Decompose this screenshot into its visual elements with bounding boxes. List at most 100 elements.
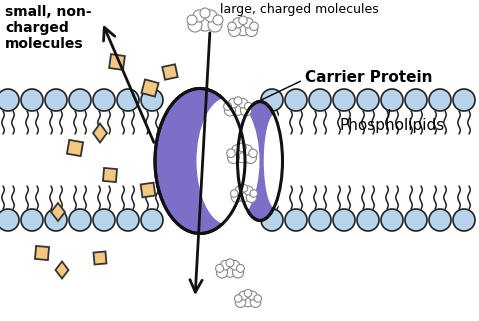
Circle shape — [117, 209, 139, 231]
Polygon shape — [56, 262, 68, 279]
Circle shape — [405, 89, 427, 111]
Circle shape — [230, 260, 240, 270]
Circle shape — [235, 186, 244, 195]
Circle shape — [200, 8, 210, 18]
Text: small, non-
charged
molecules: small, non- charged molecules — [5, 5, 91, 51]
Circle shape — [453, 89, 475, 111]
Circle shape — [223, 263, 237, 277]
Circle shape — [405, 209, 427, 231]
Circle shape — [188, 18, 202, 32]
Circle shape — [208, 18, 222, 32]
Circle shape — [238, 143, 246, 152]
Circle shape — [254, 295, 262, 302]
Circle shape — [93, 89, 115, 111]
Polygon shape — [103, 168, 117, 182]
Circle shape — [244, 102, 252, 110]
Circle shape — [238, 99, 248, 108]
Circle shape — [309, 89, 331, 111]
Circle shape — [243, 18, 253, 28]
Circle shape — [239, 16, 247, 25]
Circle shape — [69, 209, 91, 231]
Polygon shape — [162, 64, 178, 80]
Circle shape — [0, 89, 19, 111]
Circle shape — [242, 145, 252, 155]
Circle shape — [217, 267, 228, 278]
Text: Phospholipids: Phospholipids — [340, 118, 445, 133]
Circle shape — [246, 192, 257, 203]
Circle shape — [250, 22, 258, 30]
Circle shape — [239, 291, 248, 300]
Circle shape — [93, 209, 115, 231]
Circle shape — [196, 13, 214, 31]
Circle shape — [235, 295, 242, 302]
Polygon shape — [141, 79, 159, 97]
Circle shape — [381, 89, 403, 111]
Circle shape — [224, 102, 232, 110]
Circle shape — [231, 192, 242, 203]
Polygon shape — [109, 54, 125, 70]
Circle shape — [234, 97, 242, 105]
Circle shape — [141, 209, 163, 231]
Circle shape — [228, 22, 236, 30]
Circle shape — [240, 185, 248, 192]
Circle shape — [232, 267, 244, 278]
Circle shape — [0, 209, 19, 231]
Circle shape — [213, 15, 223, 25]
Circle shape — [235, 297, 246, 308]
Circle shape — [117, 89, 139, 111]
Circle shape — [333, 89, 355, 111]
Text: Carrier Protein: Carrier Protein — [305, 70, 433, 85]
Circle shape — [249, 149, 257, 158]
Circle shape — [226, 259, 234, 267]
Circle shape — [237, 188, 251, 202]
Circle shape — [69, 89, 91, 111]
Circle shape — [381, 209, 403, 231]
Circle shape — [244, 186, 253, 195]
Circle shape — [235, 20, 251, 36]
Polygon shape — [51, 203, 65, 221]
Polygon shape — [35, 246, 49, 260]
Circle shape — [224, 105, 236, 116]
Polygon shape — [67, 140, 83, 156]
Circle shape — [285, 209, 307, 231]
Ellipse shape — [196, 97, 260, 225]
Polygon shape — [93, 251, 106, 265]
Circle shape — [244, 290, 252, 297]
Circle shape — [237, 265, 244, 273]
Circle shape — [250, 190, 258, 197]
Circle shape — [429, 209, 451, 231]
Circle shape — [261, 209, 283, 231]
Circle shape — [231, 101, 245, 115]
Circle shape — [453, 209, 475, 231]
Circle shape — [141, 89, 163, 111]
Circle shape — [246, 25, 257, 37]
Ellipse shape — [155, 89, 245, 233]
Circle shape — [216, 265, 224, 273]
Circle shape — [228, 25, 240, 37]
Ellipse shape — [238, 101, 283, 221]
Polygon shape — [93, 124, 107, 143]
Circle shape — [45, 89, 67, 111]
Circle shape — [261, 89, 283, 111]
Circle shape — [285, 89, 307, 111]
Circle shape — [45, 209, 67, 231]
Circle shape — [357, 89, 379, 111]
Circle shape — [228, 152, 240, 163]
Circle shape — [21, 209, 43, 231]
Circle shape — [309, 209, 331, 231]
Circle shape — [230, 190, 238, 197]
Circle shape — [205, 10, 217, 22]
Text: large, charged molecules: large, charged molecules — [220, 3, 379, 16]
Circle shape — [357, 209, 379, 231]
Ellipse shape — [264, 114, 286, 208]
Circle shape — [245, 152, 256, 163]
Circle shape — [21, 89, 43, 111]
Circle shape — [227, 149, 235, 158]
Circle shape — [429, 89, 451, 111]
Circle shape — [241, 293, 255, 307]
Circle shape — [240, 105, 251, 116]
Circle shape — [250, 297, 261, 308]
Circle shape — [333, 209, 355, 231]
Circle shape — [232, 145, 242, 155]
Circle shape — [187, 15, 197, 25]
